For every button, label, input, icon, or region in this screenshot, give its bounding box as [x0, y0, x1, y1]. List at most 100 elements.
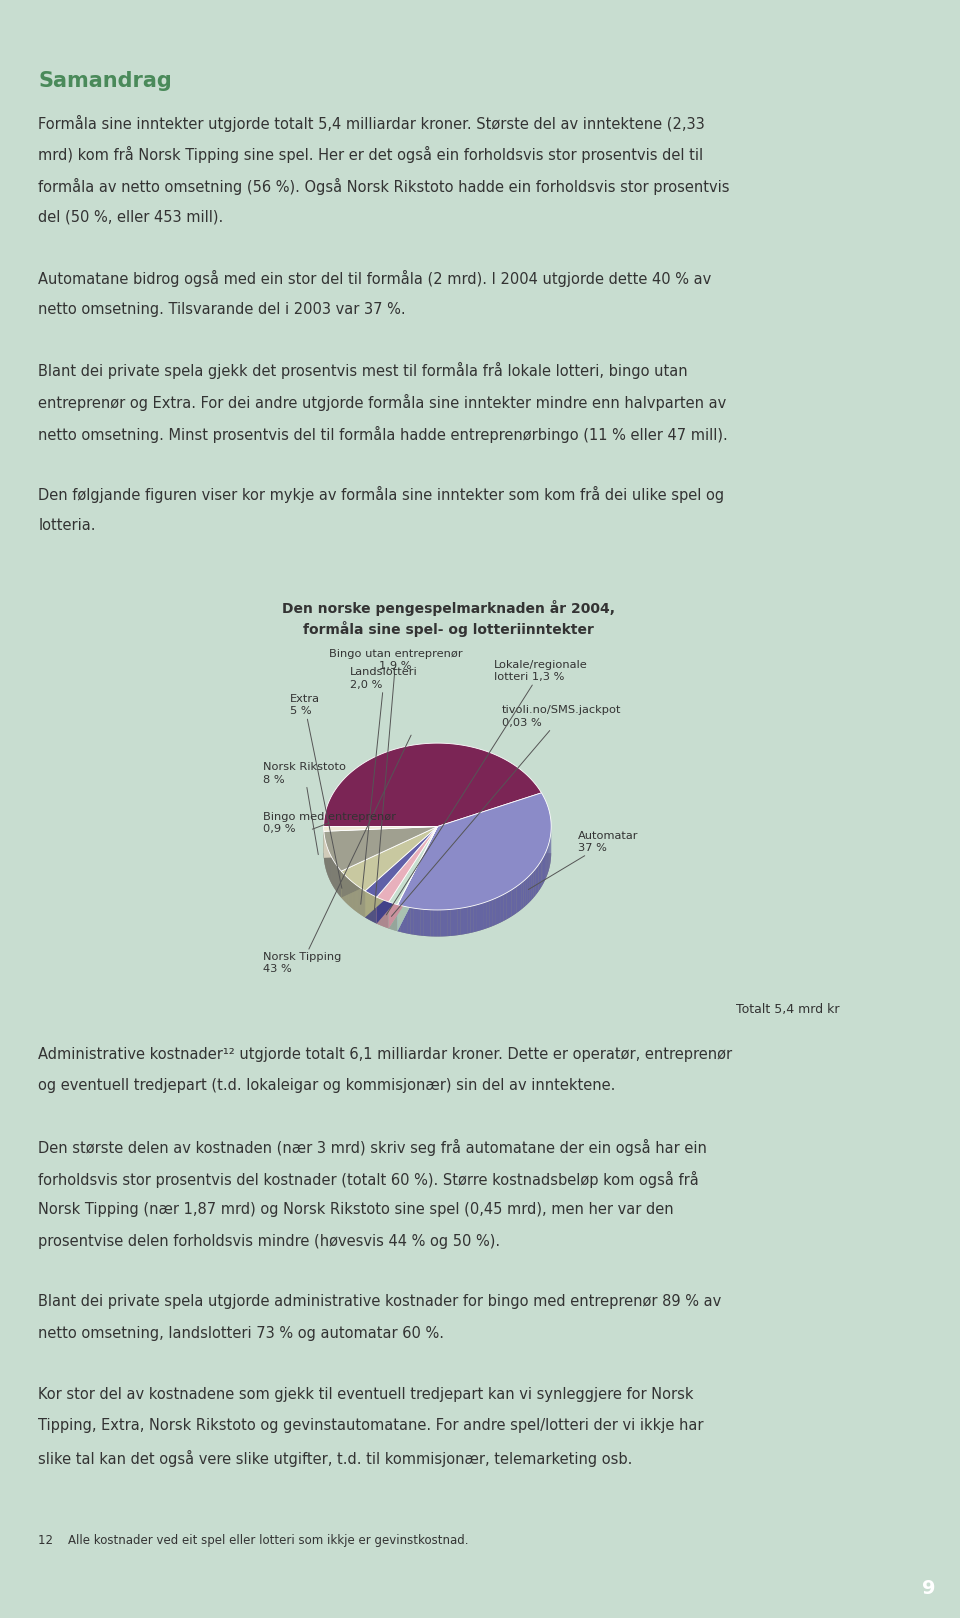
- Polygon shape: [473, 904, 477, 932]
- Text: Blant dei private spela utgjorde administrative kostnader for bingo med entrepre: Blant dei private spela utgjorde adminis…: [38, 1294, 722, 1309]
- Polygon shape: [480, 903, 483, 930]
- Text: formåla av netto omsetning (56 %). Også Norsk Rikstoto hadde ein forholdsvis sto: formåla av netto omsetning (56 %). Også …: [38, 178, 730, 196]
- Polygon shape: [397, 793, 551, 909]
- Polygon shape: [407, 908, 411, 934]
- Polygon shape: [324, 853, 551, 937]
- Text: netto omsetning. Tilsvarande del i 2003 var 37 %.: netto omsetning. Tilsvarande del i 2003 …: [38, 303, 406, 317]
- Polygon shape: [461, 908, 464, 935]
- Polygon shape: [542, 856, 544, 885]
- Text: Kor stor del av kostnadene som gjekk til eventuell tredjepart kan vi synleggjere: Kor stor del av kostnadene som gjekk til…: [38, 1387, 694, 1401]
- Polygon shape: [447, 909, 450, 937]
- Text: slike tal kan det også vere slike utgifter, t.d. til kommisjonær, telemarketing : slike tal kan det også vere slike utgift…: [38, 1450, 633, 1468]
- Text: Bingo med entreprenør
0,9 %: Bingo med entreprenør 0,9 %: [263, 812, 396, 833]
- Polygon shape: [365, 827, 438, 917]
- Polygon shape: [470, 906, 473, 934]
- Polygon shape: [434, 909, 437, 937]
- Text: Totalt 5,4 mrd kr: Totalt 5,4 mrd kr: [735, 1003, 839, 1016]
- Polygon shape: [523, 879, 526, 908]
- Text: Automatar
37 %: Automatar 37 %: [528, 830, 638, 890]
- Polygon shape: [504, 893, 506, 921]
- Polygon shape: [342, 827, 438, 892]
- Text: Norsk Tipping
43 %: Norsk Tipping 43 %: [263, 735, 411, 974]
- Polygon shape: [441, 909, 444, 937]
- Polygon shape: [389, 827, 438, 904]
- Polygon shape: [417, 909, 420, 935]
- Text: Norsk Tipping (nær 1,87 mrd) og Norsk Rikstoto sine spel (0,45 mrd), men her var: Norsk Tipping (nær 1,87 mrd) og Norsk Ri…: [38, 1202, 674, 1217]
- Polygon shape: [483, 901, 486, 929]
- Polygon shape: [539, 862, 540, 892]
- Polygon shape: [486, 901, 490, 929]
- Polygon shape: [521, 882, 523, 909]
- Polygon shape: [324, 827, 438, 832]
- Polygon shape: [519, 883, 521, 911]
- Polygon shape: [464, 908, 468, 934]
- Polygon shape: [536, 867, 537, 895]
- Polygon shape: [526, 877, 528, 906]
- Polygon shape: [397, 827, 438, 932]
- Polygon shape: [506, 892, 509, 919]
- Polygon shape: [457, 908, 461, 935]
- Polygon shape: [490, 900, 492, 927]
- Text: tivoli.no/SMS.jackpot
0,03 %: tivoli.no/SMS.jackpot 0,03 %: [392, 705, 621, 916]
- Polygon shape: [541, 858, 542, 887]
- Polygon shape: [397, 827, 438, 932]
- Polygon shape: [342, 827, 438, 898]
- Polygon shape: [477, 904, 480, 932]
- Text: Norsk Rikstoto
8 %: Norsk Rikstoto 8 %: [263, 762, 346, 854]
- Text: prosentvise delen forholdsvis mindre (høvesvis 44 % og 50 %).: prosentvise delen forholdsvis mindre (hø…: [38, 1235, 500, 1249]
- Polygon shape: [492, 898, 495, 925]
- Polygon shape: [512, 888, 515, 916]
- Text: lotteria.: lotteria.: [38, 518, 96, 532]
- Polygon shape: [397, 827, 438, 932]
- Text: Automatane bidrog også med ein stor del til formåla (2 mrd). I 2004 utgjorde det: Automatane bidrog også med ein stor del …: [38, 270, 711, 288]
- Text: Tipping, Extra, Norsk Rikstoto og gevinstautomatane. For andre spel/lotteri der : Tipping, Extra, Norsk Rikstoto og gevins…: [38, 1417, 704, 1434]
- Polygon shape: [397, 827, 438, 932]
- Polygon shape: [498, 896, 501, 924]
- Text: netto omsetning, landslotteri 73 % og automatar 60 %.: netto omsetning, landslotteri 73 % og au…: [38, 1327, 444, 1341]
- Polygon shape: [324, 827, 438, 858]
- Polygon shape: [342, 827, 438, 898]
- Text: del (50 %, eller 453 mill).: del (50 %, eller 453 mill).: [38, 210, 224, 225]
- Text: 12    Alle kostnader ved eit spel eller lotteri som ikkje er gevinstkostnad.: 12 Alle kostnader ved eit spel eller lot…: [38, 1534, 468, 1547]
- Polygon shape: [397, 904, 400, 932]
- Text: Formåla sine inntekter utgjorde totalt 5,4 milliardar kroner. Største del av inn: Formåla sine inntekter utgjorde totalt 5…: [38, 115, 706, 133]
- Polygon shape: [376, 827, 438, 924]
- Polygon shape: [545, 851, 546, 880]
- Polygon shape: [324, 743, 541, 827]
- Polygon shape: [376, 827, 438, 924]
- Polygon shape: [400, 906, 404, 934]
- Text: Bingo utan entreprenør
1,9 %: Bingo utan entreprenør 1,9 %: [329, 649, 463, 911]
- Polygon shape: [444, 909, 447, 937]
- Polygon shape: [437, 909, 441, 937]
- Polygon shape: [414, 908, 417, 935]
- Text: Samandrag: Samandrag: [38, 71, 172, 91]
- Text: mrd) kom frå Norsk Tipping sine spel. Her er det også ein forholdsvis stor prose: mrd) kom frå Norsk Tipping sine spel. He…: [38, 147, 704, 163]
- Polygon shape: [532, 870, 534, 900]
- Polygon shape: [534, 869, 536, 898]
- Polygon shape: [427, 909, 430, 937]
- Polygon shape: [324, 827, 438, 870]
- Polygon shape: [454, 909, 457, 935]
- Polygon shape: [324, 827, 438, 858]
- Polygon shape: [365, 827, 438, 917]
- Text: Den største delen av kostnaden (nær 3 mrd) skriv seg frå automatane der ein også: Den største delen av kostnaden (nær 3 mr…: [38, 1139, 708, 1157]
- Polygon shape: [365, 827, 438, 896]
- Polygon shape: [509, 890, 512, 917]
- Text: Den følgjande figuren viser kor mykje av formåla sine inntekter som kom frå dei : Den følgjande figuren viser kor mykje av…: [38, 487, 725, 503]
- Text: forholdsvis stor prosentvis del kostnader (totalt 60 %). Større kostnadsbeløp ko: forholdsvis stor prosentvis del kostnade…: [38, 1171, 699, 1188]
- Polygon shape: [540, 861, 541, 888]
- Polygon shape: [389, 827, 438, 929]
- Polygon shape: [397, 827, 438, 904]
- Polygon shape: [528, 875, 530, 904]
- Polygon shape: [430, 909, 434, 937]
- Polygon shape: [411, 908, 414, 935]
- Polygon shape: [495, 896, 498, 925]
- Text: og eventuell tredjepart (t.d. lokaleigar og kommisjonær) sin del av inntektene.: og eventuell tredjepart (t.d. lokaleigar…: [38, 1079, 615, 1094]
- Text: Extra
5 %: Extra 5 %: [290, 694, 342, 888]
- Polygon shape: [530, 874, 532, 901]
- Text: entreprenør og Extra. For dei andre utgjorde formåla sine inntekter mindre enn h: entreprenør og Extra. For dei andre utgj…: [38, 395, 727, 411]
- Text: Lokale/regionale
lotteri 1,3 %: Lokale/regionale lotteri 1,3 %: [386, 660, 588, 914]
- Polygon shape: [515, 887, 516, 914]
- Polygon shape: [544, 853, 545, 882]
- Text: Den norske pengespelmarknaden år 2004,
formåla sine spel- og lotteriinntekter: Den norske pengespelmarknaden år 2004, f…: [282, 600, 615, 637]
